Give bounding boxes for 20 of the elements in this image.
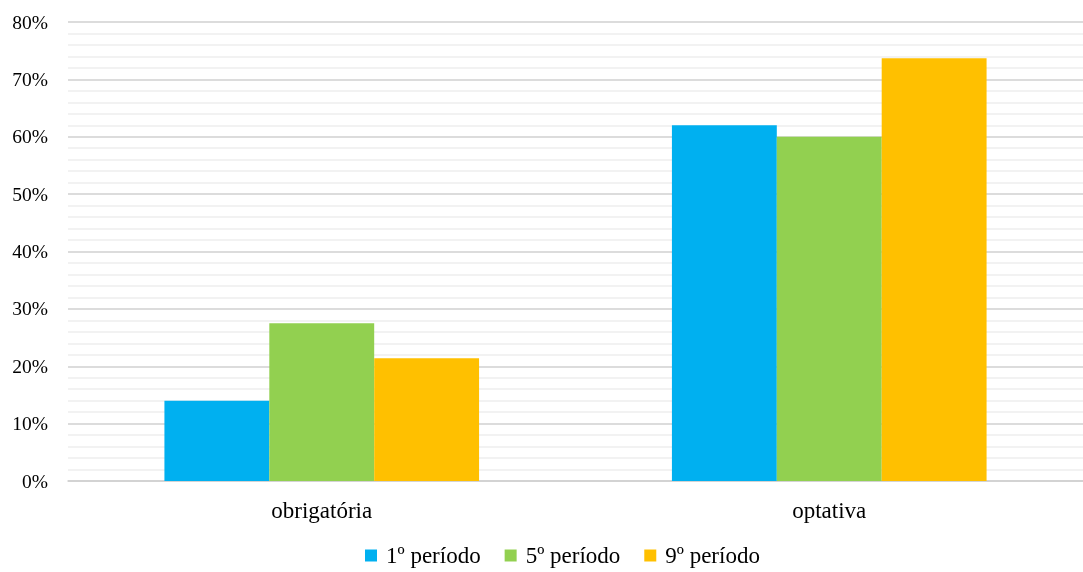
y-tick-label: 50% (12, 183, 48, 205)
y-tick-label: 80% (12, 11, 48, 33)
x-tick-label: optativa (792, 498, 867, 523)
y-tick-label: 70% (12, 68, 48, 90)
y-tick-label: 0% (22, 470, 48, 492)
y-tick-label: 60% (12, 126, 48, 148)
x-tick-label: obrigatória (271, 498, 373, 523)
legend-label: 1º período (386, 543, 481, 568)
y-tick-label: 40% (12, 241, 48, 262)
bar (374, 358, 480, 481)
legend-label: 5º período (525, 543, 621, 568)
bar (269, 323, 375, 481)
legend-label: 9º período (665, 543, 760, 568)
bar (164, 400, 270, 481)
bar (671, 125, 777, 481)
y-tick-label: 30% (12, 298, 48, 320)
y-tick-label: 20% (12, 355, 48, 377)
bar (776, 136, 882, 481)
bar (881, 58, 987, 481)
y-tick-label: 10% (12, 413, 48, 435)
